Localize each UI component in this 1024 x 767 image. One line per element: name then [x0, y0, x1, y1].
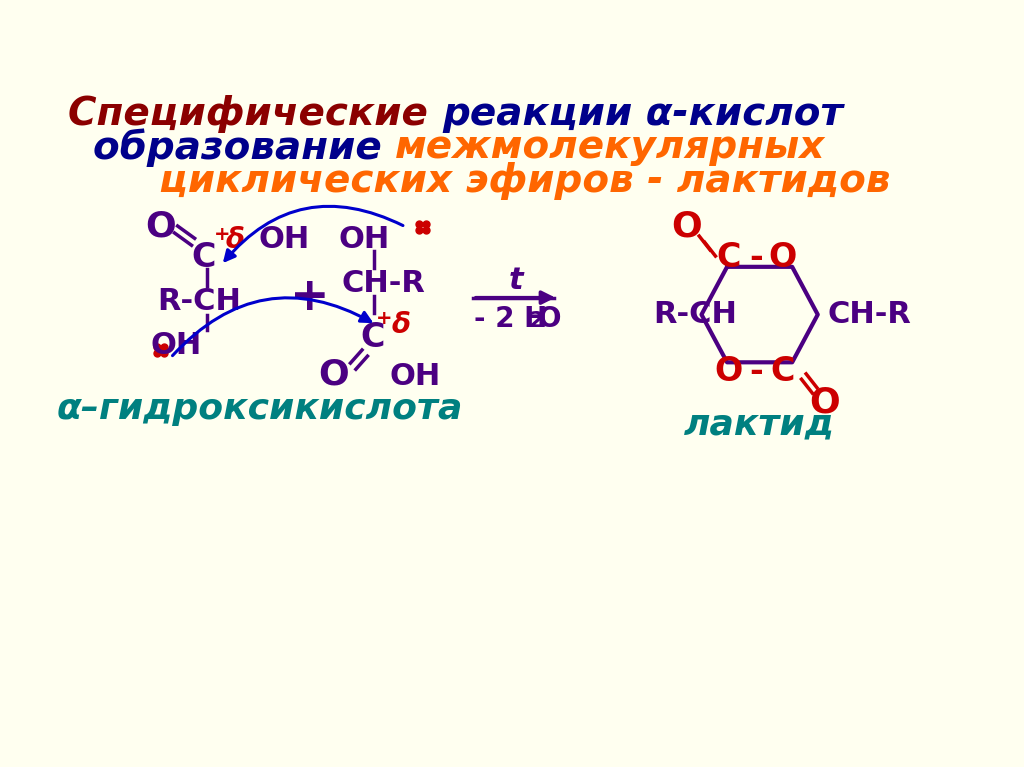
Text: OH: OH [339, 225, 390, 255]
Text: O: O [145, 210, 176, 244]
Text: +: + [376, 309, 392, 328]
Text: -: - [750, 241, 764, 274]
Text: OH: OH [258, 225, 309, 255]
Text: O: O [318, 357, 349, 392]
Text: образование: образование [93, 128, 395, 166]
Text: OH: OH [390, 362, 441, 390]
Text: - 2 H: - 2 H [474, 305, 548, 333]
Text: O: O [809, 385, 840, 420]
Text: -: - [750, 355, 764, 388]
Text: δ: δ [225, 225, 245, 254]
Text: +: + [291, 275, 330, 320]
Text: CH-R: CH-R [827, 300, 911, 329]
Text: O: O [672, 210, 702, 244]
Text: C: C [360, 321, 385, 354]
Text: 2: 2 [528, 311, 544, 331]
Text: δ: δ [391, 311, 411, 338]
Text: R-CH: R-CH [653, 300, 737, 329]
Text: лактид: лактид [684, 408, 835, 442]
Text: O: O [715, 355, 742, 388]
Text: CH-R: CH-R [341, 269, 425, 298]
Text: циклических эфиров - лактидов: циклических эфиров - лактидов [159, 162, 891, 199]
Text: межмолекулярных: межмолекулярных [395, 129, 825, 166]
Text: C: C [191, 241, 216, 274]
Text: R-CH: R-CH [158, 287, 242, 316]
Text: t: t [508, 266, 523, 295]
Text: α–гидроксикислота: α–гидроксикислота [56, 392, 463, 426]
Text: O: O [769, 241, 797, 274]
Text: C: C [771, 355, 795, 388]
Text: Специфические: Специфические [69, 95, 442, 133]
Text: OH: OH [151, 331, 202, 360]
Text: реакции α-кислот: реакции α-кислот [442, 95, 843, 133]
Text: +: + [214, 225, 230, 244]
Text: C: C [717, 241, 741, 274]
Text: O: O [538, 305, 561, 333]
